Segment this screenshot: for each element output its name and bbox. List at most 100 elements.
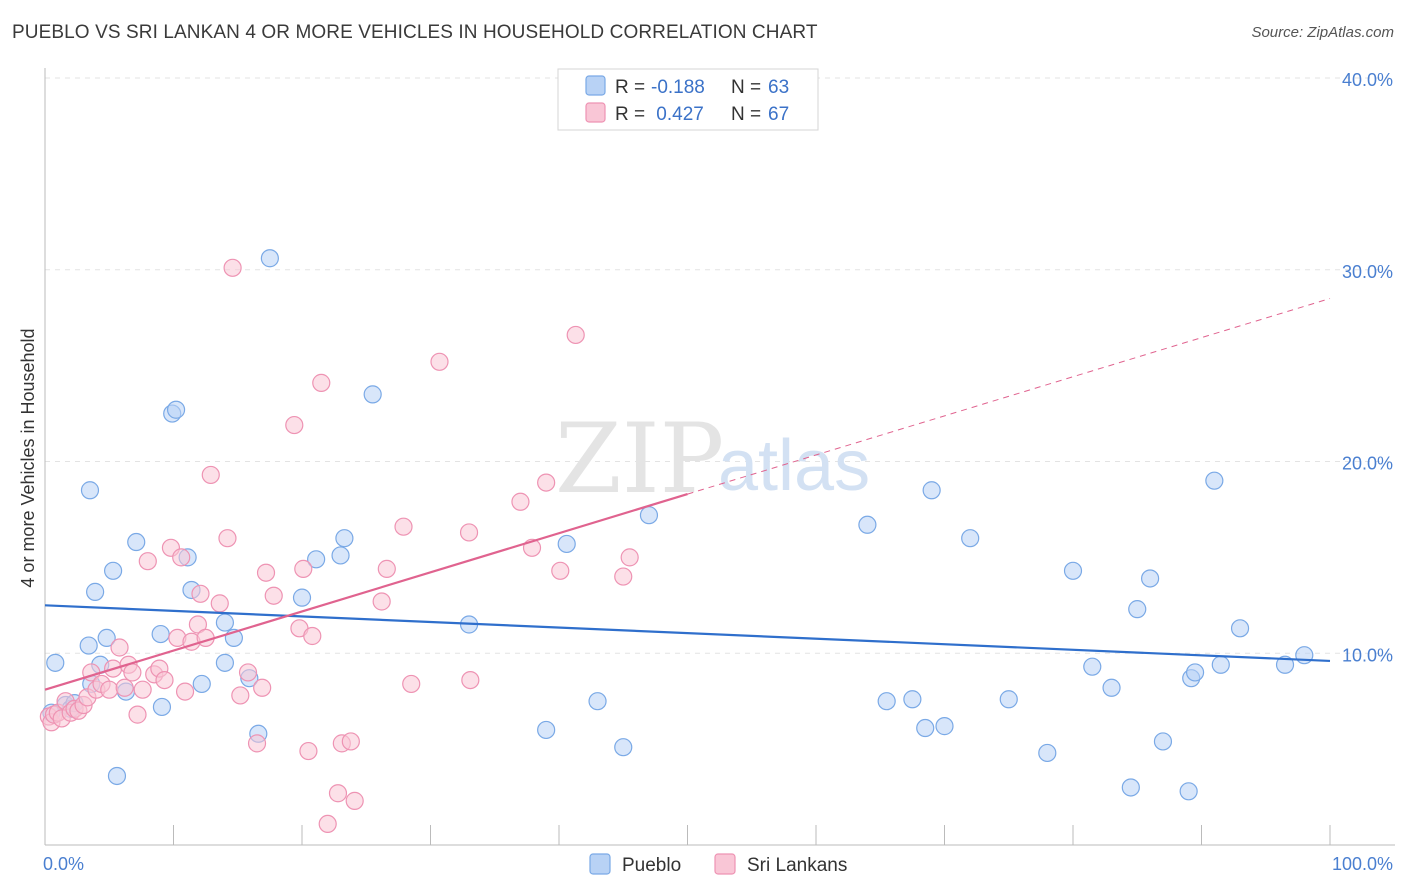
point-sri-lankans-34	[201, 465, 220, 485]
point-sri-lankans-54	[345, 791, 364, 810]
watermark-atlas: atlas	[718, 426, 870, 506]
point-pueblo-28	[292, 588, 312, 607]
legend-r-label-pueblo: R =	[615, 77, 650, 98]
point-pueblo-50	[1102, 678, 1121, 697]
x-tick-label-100: 100.0%	[1332, 854, 1393, 874]
point-pueblo-51	[1121, 778, 1140, 797]
point-sri-lankans-38	[231, 686, 250, 705]
point-pueblo-48	[1038, 743, 1057, 763]
legend-n-label-pueblo: N =	[731, 77, 766, 98]
point-pueblo-52	[1128, 600, 1147, 619]
point-pueblo-1	[46, 653, 65, 672]
legend-bottom-swatch-sri-lankans	[714, 853, 736, 875]
axes	[44, 68, 1395, 846]
point-sri-lankans-21	[133, 680, 152, 699]
point-pueblo-5	[79, 636, 98, 655]
trend-lines	[44, 298, 1331, 691]
y-tick-labels: 10.0% 20.0% 30.0% 40.0%	[1342, 70, 1393, 665]
point-pueblo-14	[127, 532, 146, 552]
watermark: ZIP atlas	[555, 403, 870, 515]
point-sri-lankans-57	[394, 517, 413, 536]
point-sri-lankans-35	[210, 594, 229, 613]
legend-n-value-sri-lankans: 67	[768, 104, 789, 125]
point-pueblo-35	[557, 534, 576, 554]
point-sri-lankans-42	[256, 563, 276, 582]
point-pueblo-27	[260, 249, 279, 268]
point-pueblo-40	[858, 515, 877, 534]
point-pueblo-31	[335, 529, 354, 548]
legend-r-value-pueblo: -0.188	[651, 77, 705, 98]
point-sri-lankans-60	[459, 523, 479, 542]
point-pueblo-61	[1275, 655, 1295, 674]
point-pueblo-36	[588, 692, 607, 711]
point-sri-lankans-48	[303, 626, 322, 646]
point-sri-lankans-62	[511, 492, 530, 511]
trend-line-sri-lankans	[44, 493, 688, 691]
data-points	[39, 249, 1314, 834]
legend-bottom-swatch-pueblo	[589, 853, 611, 875]
point-sri-lankans-58	[402, 674, 421, 694]
point-sri-lankans-41	[253, 678, 272, 697]
legend-r-value-sri-lankans: 0.427	[651, 104, 704, 125]
point-sri-lankans-53	[341, 732, 360, 751]
x-tick-labels: 0.0% 100.0%	[43, 854, 1393, 874]
point-pueblo-38	[639, 506, 659, 525]
point-pueblo-54	[1153, 732, 1173, 751]
watermark-zip: ZIP	[555, 403, 724, 515]
point-sri-lankans-40	[247, 734, 267, 753]
point-pueblo-29	[307, 550, 326, 569]
legend-swatch-sri-lankans	[585, 102, 606, 123]
point-sri-lankans-29	[175, 682, 195, 701]
point-pueblo-21	[192, 674, 211, 694]
point-sri-lankans-47	[299, 741, 318, 761]
point-sri-lankans-61	[461, 670, 480, 690]
trend-line-extension-sri-lankans	[687, 298, 1331, 495]
point-sri-lankans-55	[372, 592, 391, 611]
y-axis-label: 4 or more Vehicles in Household	[18, 328, 38, 587]
point-sri-lankans-65	[551, 561, 570, 580]
point-pueblo-30	[331, 546, 350, 565]
point-sri-lankans-44	[285, 415, 304, 435]
point-sri-lankans-14	[100, 680, 119, 699]
y-tick-label-40: 40.0%	[1342, 70, 1393, 90]
point-pueblo-53	[1140, 569, 1160, 588]
point-sri-lankans-37	[223, 258, 242, 277]
legend-bottom-label-pueblo: Pueblo	[622, 855, 681, 876]
point-sri-lankans-46	[294, 559, 313, 578]
point-pueblo-55	[1179, 782, 1198, 801]
legend-series: Pueblo Sri Lankans	[589, 853, 847, 876]
point-sri-lankans-39	[238, 663, 258, 682]
point-pueblo-7	[80, 481, 100, 500]
legend-swatch-pueblo	[585, 75, 606, 96]
point-sri-lankans-16	[110, 638, 129, 657]
point-pueblo-46	[961, 529, 980, 548]
trend-line-pueblo	[44, 604, 1331, 663]
point-sri-lankans-64	[537, 473, 556, 492]
point-pueblo-16	[152, 697, 172, 717]
point-pueblo-59	[1205, 471, 1224, 490]
legend-bottom-label-sri-lankans: Sri Lankans	[747, 855, 847, 876]
point-sri-lankans-59	[430, 352, 449, 371]
point-sri-lankans-67	[614, 567, 633, 586]
legend-stats: R = -0.188 N = 63 R = 0.427 N = 67	[557, 68, 819, 131]
point-pueblo-60	[1230, 619, 1250, 638]
legend-n-label-sri-lankans: N =	[731, 104, 766, 125]
chart-source: Source: ZipAtlas.com	[1251, 24, 1394, 41]
legend-n-value-pueblo: 63	[768, 77, 789, 98]
point-pueblo-12	[107, 766, 127, 786]
point-pueblo-32	[363, 385, 382, 404]
point-sri-lankans-20	[128, 705, 147, 724]
point-pueblo-11	[104, 561, 123, 580]
point-sri-lankans-66	[566, 325, 585, 345]
point-pueblo-43	[916, 718, 935, 738]
point-pueblo-58	[1211, 655, 1230, 674]
point-pueblo-44	[922, 481, 941, 500]
y-tick-label-30: 30.0%	[1342, 262, 1393, 282]
chart-title: PUEBLO VS SRI LANKAN 4 OR MORE VEHICLES …	[12, 22, 818, 43]
point-sri-lankans-25	[155, 670, 174, 690]
point-pueblo-39	[1083, 657, 1102, 676]
point-sri-lankans-22	[138, 552, 157, 571]
point-sri-lankans-17	[115, 678, 134, 697]
point-pueblo-37	[614, 738, 633, 757]
